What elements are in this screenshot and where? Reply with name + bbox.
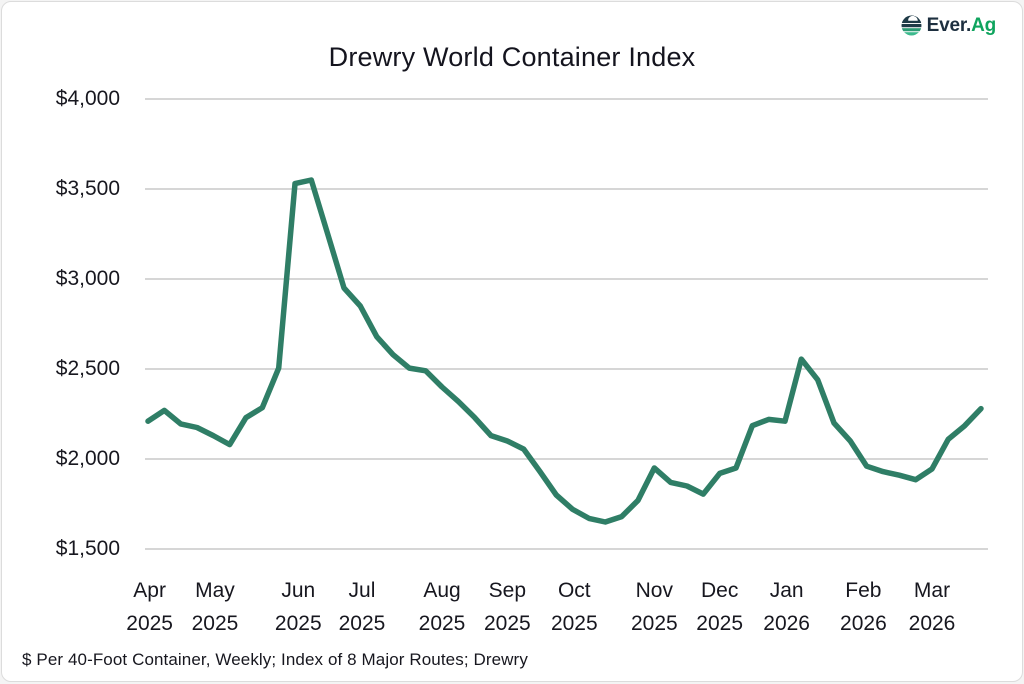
x-tick-month: Dec [700, 579, 739, 602]
x-tick-month: Nov [635, 579, 673, 602]
x-tick-label: Aug 2025 [419, 574, 466, 640]
x-tick-label: Oct 2025 [551, 574, 598, 640]
x-tick-month: Apr [133, 579, 166, 602]
x-tick-month: Aug [423, 579, 461, 602]
x-tick-year: 2026 [763, 612, 810, 635]
x-tick-label: Jun 2025 [275, 574, 322, 640]
x-tick-label: Dec 2025 [696, 574, 743, 640]
x-tick-label: Sep 2025 [484, 574, 531, 640]
x-tick-month: Oct [557, 579, 591, 602]
chart-title: Drewry World Container Index [328, 42, 696, 72]
logo-text-ag: Ag [971, 14, 996, 36]
y-tick-label: $4,000 [55, 87, 120, 110]
y-tick-label: $2,500 [55, 357, 120, 380]
y-tick-label: $1,500 [55, 537, 120, 560]
x-tick-year: 2025 [696, 612, 744, 635]
x-tick-year: 2025 [550, 612, 598, 635]
x-tick-year: 2026 [908, 612, 956, 635]
x-tick-month: Jun [281, 579, 316, 602]
index-line [145, 177, 984, 525]
x-tick-year: 2025 [630, 612, 678, 635]
x-tick-year: 2025 [483, 612, 531, 635]
x-tick-label: May 2025 [192, 574, 239, 640]
x-tick-year: 2025 [418, 612, 466, 635]
x-tick-year: 2025 [191, 612, 239, 635]
x-tick-year: 2026 [840, 612, 887, 635]
x-tick-year: 2025 [274, 612, 322, 635]
x-tick-label: Nov 2025 [631, 574, 678, 640]
x-tick-label: Feb 2026 [840, 574, 887, 640]
x-tick-month: Mar [913, 579, 951, 602]
x-tick-month: Jul [348, 579, 376, 602]
y-tick-label: $3,000 [55, 267, 120, 290]
everag-logo-icon [900, 14, 923, 37]
x-tick-label: Apr 2025 [126, 574, 173, 640]
x-tick-label: Mar 2026 [909, 574, 956, 640]
x-tick-label: Jul 2025 [339, 574, 386, 640]
y-tick-label: $2,000 [55, 447, 120, 470]
x-tick-month: Sep [488, 579, 527, 602]
x-tick-label: Jan 2026 [763, 574, 810, 640]
gridlines [145, 98, 988, 550]
y-tick-label: $3,500 [55, 177, 120, 200]
x-tick-year: 2025 [338, 612, 386, 635]
source-note: $ Per 40-Foot Container, Weekly; Index o… [22, 650, 528, 669]
x-tick-year: 2025 [126, 612, 173, 635]
x-tick-month: Feb [845, 579, 882, 602]
everag-logo: Ever.Ag [900, 14, 996, 37]
logo-text-ever: Ever. [926, 14, 972, 36]
logo-text: Ever.Ag [926, 14, 997, 37]
x-tick-month: Jan [769, 579, 804, 602]
x-tick-month: May [195, 579, 235, 602]
